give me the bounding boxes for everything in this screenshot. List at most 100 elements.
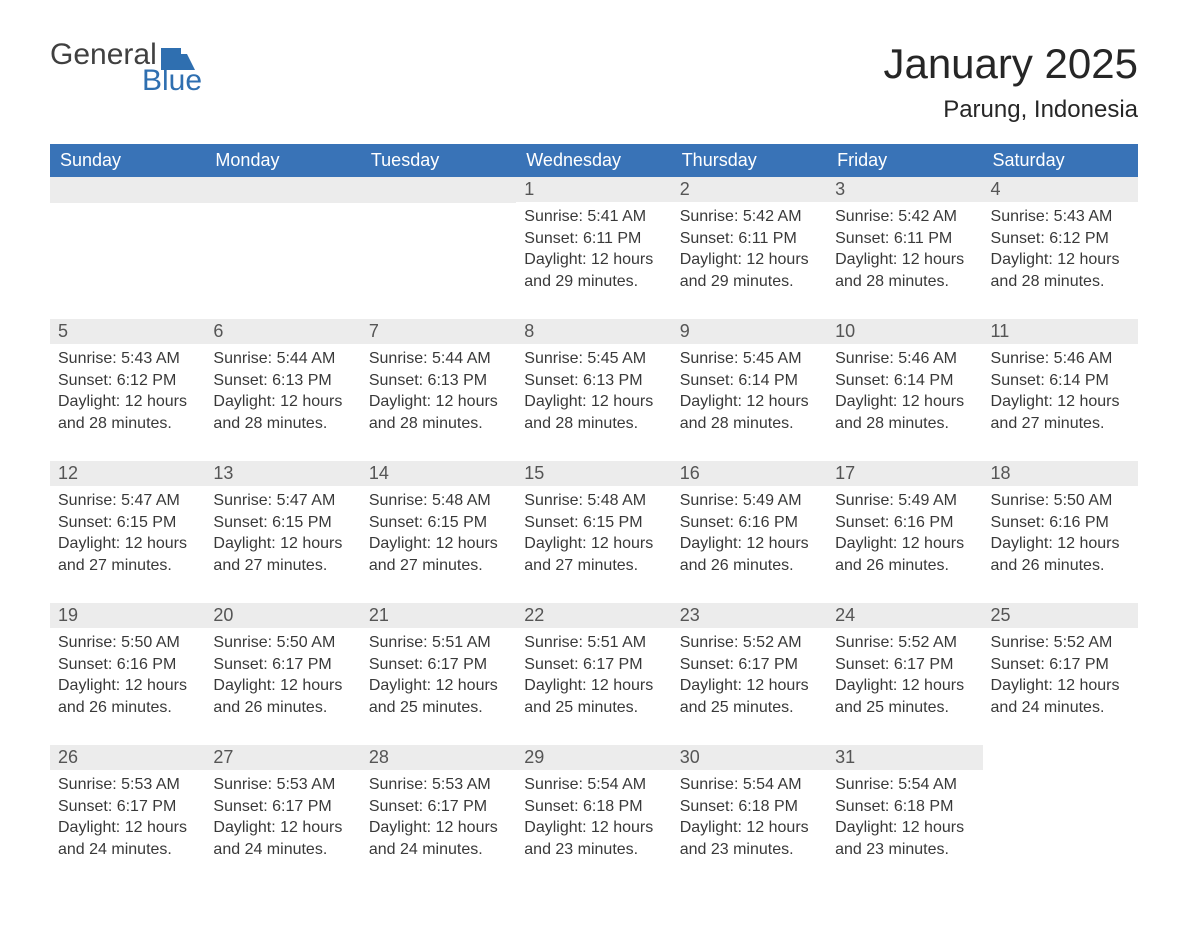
sunset-text: Sunset: 6:17 PM [213, 654, 352, 676]
brand-logo: General Blue [50, 40, 202, 96]
sunset-text: Sunset: 6:11 PM [680, 228, 819, 250]
day-details: Sunrise: 5:49 AMSunset: 6:16 PMDaylight:… [672, 486, 827, 582]
daylight-line2: and 28 minutes. [835, 413, 974, 435]
day-details: Sunrise: 5:50 AMSunset: 6:16 PMDaylight:… [983, 486, 1138, 582]
sunrise-text: Sunrise: 5:52 AM [680, 632, 819, 654]
sunset-text: Sunset: 6:16 PM [680, 512, 819, 534]
daylight-line2: and 28 minutes. [524, 413, 663, 435]
daylight-line2: and 26 minutes. [213, 697, 352, 719]
calendar-day-cell: 13Sunrise: 5:47 AMSunset: 6:15 PMDayligh… [205, 461, 360, 603]
weekday-header: Sunday [50, 144, 205, 177]
daylight-line2: and 28 minutes. [369, 413, 508, 435]
day-number: 16 [672, 461, 827, 486]
day-details: Sunrise: 5:51 AMSunset: 6:17 PMDaylight:… [361, 628, 516, 724]
day-number: 5 [50, 319, 205, 344]
month-year-title: January 2025 [883, 40, 1138, 88]
day-details: Sunrise: 5:54 AMSunset: 6:18 PMDaylight:… [827, 770, 982, 866]
day-number: 18 [983, 461, 1138, 486]
day-details: Sunrise: 5:43 AMSunset: 6:12 PMDaylight:… [50, 344, 205, 440]
daylight-line2: and 26 minutes. [680, 555, 819, 577]
sunset-text: Sunset: 6:17 PM [680, 654, 819, 676]
day-number: 6 [205, 319, 360, 344]
daylight-line2: and 24 minutes. [369, 839, 508, 861]
calendar-day-cell: 8Sunrise: 5:45 AMSunset: 6:13 PMDaylight… [516, 319, 671, 461]
sunset-text: Sunset: 6:16 PM [835, 512, 974, 534]
calendar-day-cell: 5Sunrise: 5:43 AMSunset: 6:12 PMDaylight… [50, 319, 205, 461]
sunset-text: Sunset: 6:12 PM [991, 228, 1130, 250]
sunset-text: Sunset: 6:15 PM [213, 512, 352, 534]
sunset-text: Sunset: 6:16 PM [58, 654, 197, 676]
calendar-day-cell: 17Sunrise: 5:49 AMSunset: 6:16 PMDayligh… [827, 461, 982, 603]
daylight-line1: Daylight: 12 hours [524, 533, 663, 555]
day-details: Sunrise: 5:47 AMSunset: 6:15 PMDaylight:… [205, 486, 360, 582]
day-details: Sunrise: 5:53 AMSunset: 6:17 PMDaylight:… [205, 770, 360, 866]
sunrise-text: Sunrise: 5:49 AM [835, 490, 974, 512]
logo-text-blue: Blue [142, 66, 202, 96]
sunrise-text: Sunrise: 5:44 AM [213, 348, 352, 370]
sunrise-text: Sunrise: 5:51 AM [369, 632, 508, 654]
sunrise-text: Sunrise: 5:48 AM [369, 490, 508, 512]
sunset-text: Sunset: 6:17 PM [369, 654, 508, 676]
calendar-table: SundayMondayTuesdayWednesdayThursdayFrid… [50, 144, 1138, 887]
day-number: 8 [516, 319, 671, 344]
calendar-day-cell: 21Sunrise: 5:51 AMSunset: 6:17 PMDayligh… [361, 603, 516, 745]
day-details: Sunrise: 5:52 AMSunset: 6:17 PMDaylight:… [983, 628, 1138, 724]
day-details: Sunrise: 5:45 AMSunset: 6:14 PMDaylight:… [672, 344, 827, 440]
sunrise-text: Sunrise: 5:50 AM [213, 632, 352, 654]
calendar-empty-cell [983, 745, 1138, 887]
sunrise-text: Sunrise: 5:47 AM [213, 490, 352, 512]
sunset-text: Sunset: 6:13 PM [369, 370, 508, 392]
daylight-line1: Daylight: 12 hours [213, 675, 352, 697]
daylight-line2: and 23 minutes. [680, 839, 819, 861]
sunset-text: Sunset: 6:18 PM [524, 796, 663, 818]
calendar-day-cell: 22Sunrise: 5:51 AMSunset: 6:17 PMDayligh… [516, 603, 671, 745]
calendar-day-cell: 27Sunrise: 5:53 AMSunset: 6:17 PMDayligh… [205, 745, 360, 887]
day-number: 11 [983, 319, 1138, 344]
daylight-line1: Daylight: 12 hours [369, 675, 508, 697]
calendar-day-cell: 4Sunrise: 5:43 AMSunset: 6:12 PMDaylight… [983, 177, 1138, 319]
daylight-line1: Daylight: 12 hours [213, 391, 352, 413]
day-number: 4 [983, 177, 1138, 202]
day-number: 22 [516, 603, 671, 628]
sunset-text: Sunset: 6:15 PM [369, 512, 508, 534]
sunset-text: Sunset: 6:14 PM [991, 370, 1130, 392]
daylight-line2: and 25 minutes. [680, 697, 819, 719]
weekday-header: Saturday [983, 144, 1138, 177]
daylight-line2: and 28 minutes. [213, 413, 352, 435]
daylight-line2: and 25 minutes. [835, 697, 974, 719]
calendar-day-cell: 16Sunrise: 5:49 AMSunset: 6:16 PMDayligh… [672, 461, 827, 603]
sunset-text: Sunset: 6:11 PM [524, 228, 663, 250]
sunrise-text: Sunrise: 5:42 AM [680, 206, 819, 228]
daylight-line2: and 25 minutes. [369, 697, 508, 719]
calendar-day-cell: 15Sunrise: 5:48 AMSunset: 6:15 PMDayligh… [516, 461, 671, 603]
calendar-day-cell: 31Sunrise: 5:54 AMSunset: 6:18 PMDayligh… [827, 745, 982, 887]
sunset-text: Sunset: 6:15 PM [58, 512, 197, 534]
daylight-line2: and 26 minutes. [58, 697, 197, 719]
calendar-day-cell: 14Sunrise: 5:48 AMSunset: 6:15 PMDayligh… [361, 461, 516, 603]
daylight-line1: Daylight: 12 hours [524, 391, 663, 413]
sunset-text: Sunset: 6:11 PM [835, 228, 974, 250]
sunrise-text: Sunrise: 5:52 AM [835, 632, 974, 654]
calendar-week-row: 1Sunrise: 5:41 AMSunset: 6:11 PMDaylight… [50, 177, 1138, 319]
sunset-text: Sunset: 6:14 PM [680, 370, 819, 392]
page-header: General Blue January 2025 Parung, Indone… [50, 40, 1138, 124]
sunrise-text: Sunrise: 5:47 AM [58, 490, 197, 512]
empty-daynum [50, 177, 205, 203]
sunrise-text: Sunrise: 5:54 AM [524, 774, 663, 796]
daylight-line1: Daylight: 12 hours [58, 817, 197, 839]
day-details: Sunrise: 5:44 AMSunset: 6:13 PMDaylight:… [205, 344, 360, 440]
daylight-line2: and 26 minutes. [835, 555, 974, 577]
sunrise-text: Sunrise: 5:43 AM [991, 206, 1130, 228]
daylight-line1: Daylight: 12 hours [680, 249, 819, 271]
daylight-line1: Daylight: 12 hours [680, 675, 819, 697]
empty-daynum [205, 177, 360, 203]
daylight-line1: Daylight: 12 hours [991, 533, 1130, 555]
calendar-day-cell: 26Sunrise: 5:53 AMSunset: 6:17 PMDayligh… [50, 745, 205, 887]
day-number: 21 [361, 603, 516, 628]
daylight-line1: Daylight: 12 hours [835, 533, 974, 555]
day-details: Sunrise: 5:47 AMSunset: 6:15 PMDaylight:… [50, 486, 205, 582]
calendar-week-row: 12Sunrise: 5:47 AMSunset: 6:15 PMDayligh… [50, 461, 1138, 603]
daylight-line1: Daylight: 12 hours [991, 391, 1130, 413]
daylight-line2: and 26 minutes. [991, 555, 1130, 577]
calendar-day-cell: 20Sunrise: 5:50 AMSunset: 6:17 PMDayligh… [205, 603, 360, 745]
